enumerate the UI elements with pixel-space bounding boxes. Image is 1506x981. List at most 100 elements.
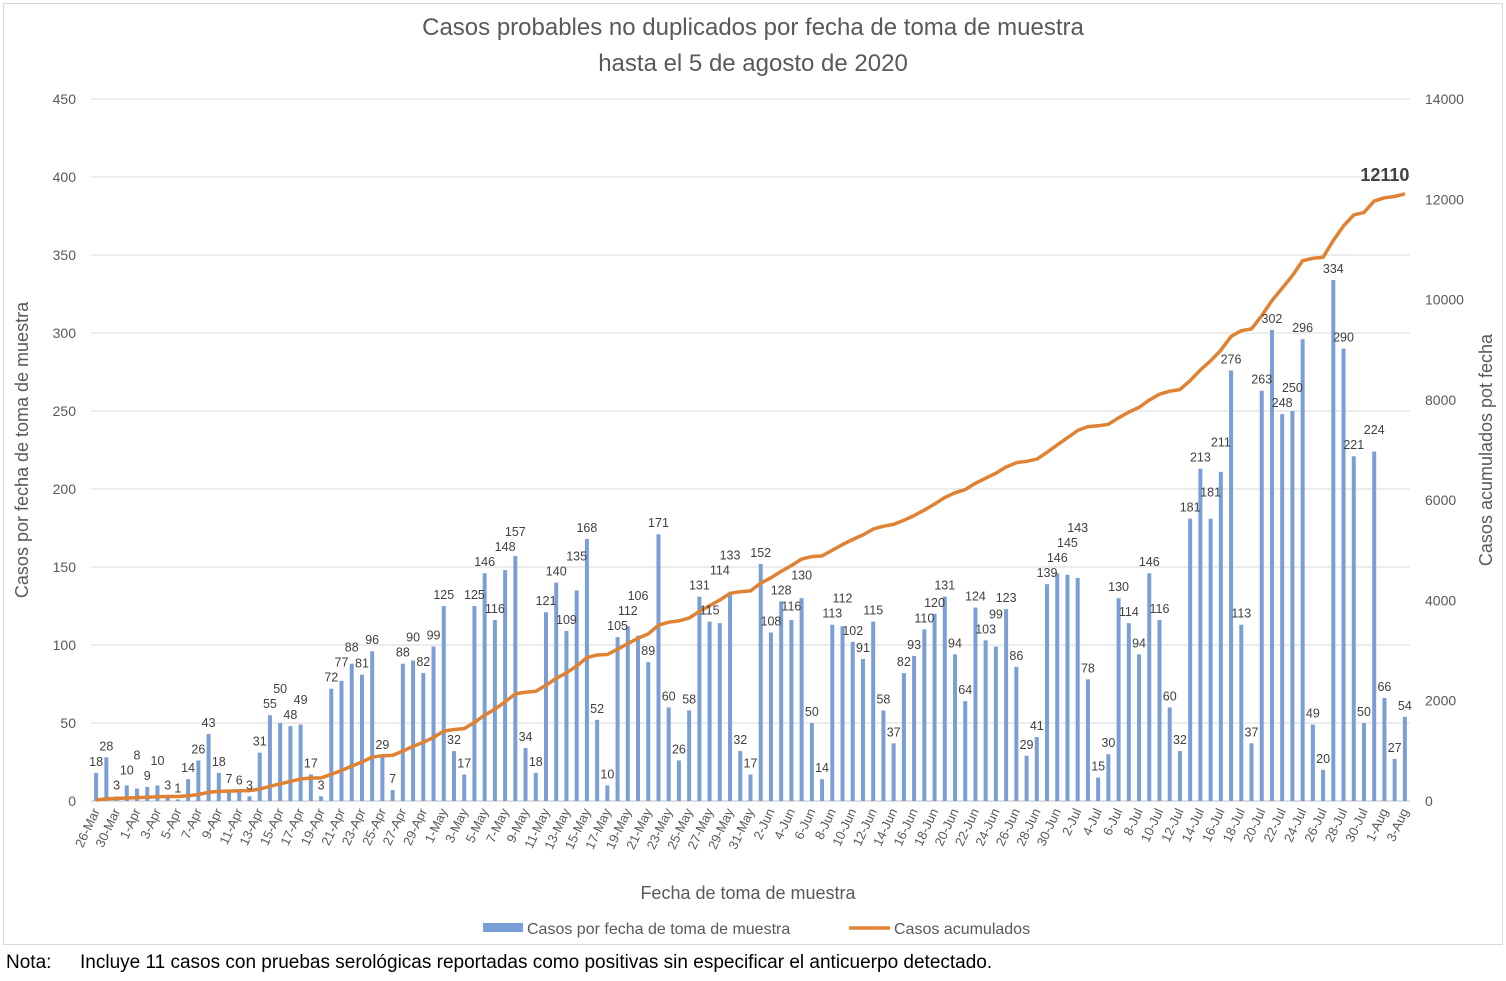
bar-data-label: 94	[1132, 636, 1146, 650]
y-tick-label: 200	[53, 481, 77, 497]
bar	[1300, 339, 1305, 801]
bar-data-label: 18	[89, 755, 103, 769]
bar	[646, 662, 651, 801]
bar-data-label: 113	[1231, 607, 1251, 621]
bar-data-label: 26	[672, 742, 686, 756]
bar-data-label: 146	[1047, 551, 1068, 565]
bar	[186, 779, 191, 801]
bar	[789, 620, 794, 801]
bar	[809, 723, 814, 801]
bar-data-label: 224	[1364, 423, 1385, 437]
bar-data-label: 181	[1200, 486, 1221, 500]
bar-data-label: 64	[958, 683, 972, 697]
bar	[1402, 716, 1407, 801]
bar	[1290, 411, 1295, 801]
bar-data-label: 18	[212, 755, 226, 769]
bar	[728, 593, 733, 801]
bar	[462, 774, 467, 801]
bar	[554, 582, 559, 801]
bar	[1269, 329, 1274, 801]
bar-data-label: 213	[1190, 451, 1211, 465]
y-tick-label: 300	[53, 325, 77, 341]
bar-data-label: 78	[1081, 661, 1095, 675]
bar-data-label: 124	[965, 590, 986, 604]
bar-data-label: 20	[1316, 752, 1330, 766]
bar	[288, 726, 293, 801]
footnote-label: Nota:	[6, 952, 52, 973]
bar-data-label: 94	[948, 636, 962, 650]
y-axis-title: Casos por fecha de toma de muestra	[12, 301, 32, 598]
bar-data-label: 10	[151, 754, 165, 768]
bar-data-label: 37	[887, 725, 901, 739]
bar-data-label: 90	[406, 631, 420, 645]
bar	[850, 641, 855, 801]
bar	[1137, 654, 1142, 801]
bar	[830, 624, 835, 801]
bar	[104, 757, 109, 801]
bar	[206, 733, 211, 801]
bar-data-label: 60	[1163, 689, 1177, 703]
bar-data-label: 334	[1323, 262, 1344, 276]
bar	[1188, 518, 1193, 801]
bar-data-label: 108	[761, 615, 782, 629]
bar	[1361, 723, 1366, 801]
bar	[1065, 574, 1070, 801]
y-tick-label: 400	[53, 169, 77, 185]
bar	[1249, 743, 1254, 801]
bar-data-label: 114	[710, 564, 730, 578]
cumulative-line	[95, 192, 1406, 802]
bar-data-label: 146	[474, 555, 495, 569]
chart-title-line2: hasta el 5 de agosto de 2020	[598, 50, 908, 77]
bar-data-label: 89	[641, 644, 655, 658]
bar	[1351, 456, 1356, 801]
bar	[1126, 623, 1131, 801]
bar-data-label: 31	[253, 735, 267, 749]
y2-tick-label: 10000	[1425, 292, 1464, 308]
y-tick-label: 0	[68, 793, 76, 809]
bar-data-label: 66	[1377, 680, 1391, 694]
bar-data-label: 221	[1343, 438, 1364, 452]
bar	[779, 601, 784, 801]
bar	[768, 632, 773, 801]
bar-data-label: 99	[989, 607, 1003, 621]
bar-data-label: 250	[1282, 381, 1303, 395]
bar	[227, 790, 232, 801]
bar-data-label: 125	[464, 588, 485, 602]
bar-data-label: 54	[1398, 699, 1412, 713]
bar-data-label: 130	[1108, 580, 1129, 594]
legend-bar-label: Casos por fecha de toma de muestra	[527, 921, 790, 938]
bar-data-label: 91	[856, 641, 870, 655]
bar	[533, 772, 538, 801]
bar-data-label: 133	[720, 549, 741, 563]
bar-data-label: 171	[648, 516, 669, 530]
bar	[666, 707, 671, 801]
legend-bar-swatch	[483, 923, 523, 932]
bar-data-label: 58	[682, 693, 696, 707]
bar	[983, 640, 988, 801]
chart-frame	[3, 3, 1503, 945]
footnote: Nota: Incluye 11 casos con pruebas seroló…	[6, 952, 992, 974]
bar	[881, 710, 886, 801]
bar	[441, 606, 446, 801]
bar-data-label: 276	[1221, 352, 1242, 366]
bar-data-label: 50	[1357, 705, 1371, 719]
bar	[359, 674, 364, 801]
y-tick-label: 150	[53, 559, 77, 575]
bar-data-label: 140	[546, 565, 567, 579]
bar	[165, 796, 170, 801]
y2-tick-label: 14000	[1425, 91, 1464, 107]
bar-data-label: 50	[273, 682, 287, 696]
bar-data-label: 116	[1150, 602, 1170, 616]
bar-data-label: 99	[427, 629, 441, 643]
bar	[1147, 573, 1152, 801]
bar	[390, 790, 395, 801]
bar	[247, 796, 252, 801]
bar	[963, 701, 968, 801]
bar-data-label: 49	[294, 693, 308, 707]
bar	[513, 556, 518, 801]
bar	[349, 663, 354, 801]
y2-tick-label: 0	[1425, 793, 1433, 809]
bar-data-label: 121	[536, 594, 557, 608]
bar	[697, 596, 702, 801]
